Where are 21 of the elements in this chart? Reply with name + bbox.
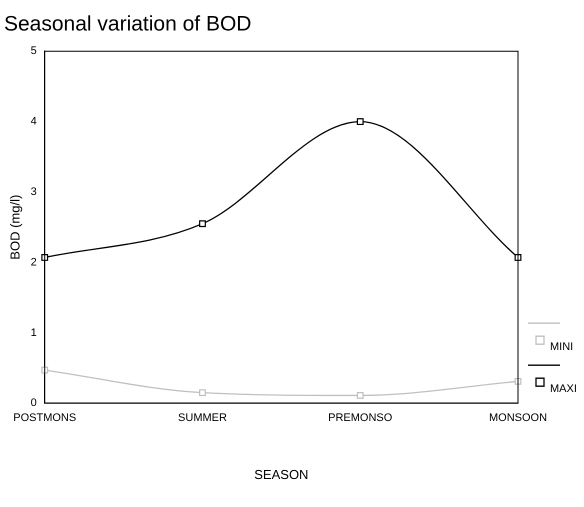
chart-title: Seasonal variation of BOD (4, 12, 252, 36)
y-tick-label: 3 (30, 186, 37, 198)
x-tick-label: POSTMONS (13, 412, 76, 424)
x-tick-label: PREMONSO (328, 412, 393, 424)
legend-label: MAXI (550, 383, 577, 396)
y-tick-label: 4 (30, 116, 37, 128)
y-tick-label: 0 (30, 397, 37, 410)
y-axis-title: BOD (mg/l) (7, 194, 22, 260)
point (199, 220, 206, 228)
x-tick-label: SUMMER (178, 412, 227, 424)
point (356, 392, 364, 399)
point (514, 378, 522, 385)
y-tick-label: 1 (30, 326, 37, 339)
y-tick-label: 5 (30, 45, 37, 58)
x-axis-title: SEASON (254, 466, 308, 482)
point (199, 389, 206, 396)
point (356, 118, 364, 126)
y-tick-label: 2 (30, 256, 37, 268)
point (514, 254, 522, 261)
x-tick-label: MONSOON (488, 412, 548, 424)
legend-label: MINI (550, 341, 574, 354)
